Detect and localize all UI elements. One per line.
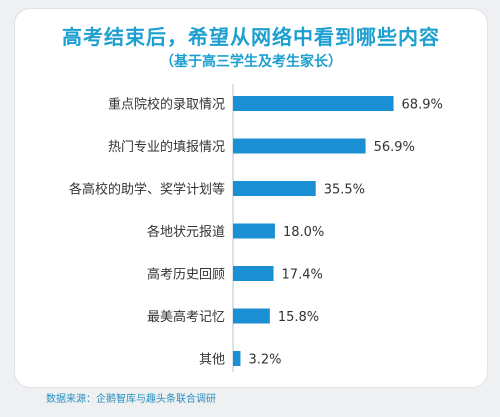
data-source-note: 数据来源：企鹅智库与趣头条联合调研 <box>46 394 216 405</box>
data-label: 56.9% <box>374 140 415 155</box>
data-label: 15.8% <box>278 310 319 325</box>
chart-title: 高考结束后，希望从网络中看到哪些内容 <box>62 25 440 49</box>
bar <box>233 266 274 281</box>
bar <box>233 138 366 154</box>
category-label: 热门专业的填报情况 <box>108 139 225 155</box>
category-label: 高考历史回顾 <box>147 267 225 283</box>
data-label: 68.9% <box>402 98 443 113</box>
data-label: 17.4% <box>282 268 323 283</box>
category-label: 各地状元报道 <box>147 224 225 240</box>
data-label: 3.2% <box>248 353 281 368</box>
data-label: 35.5% <box>324 183 365 198</box>
category-label: 各高校的助学、奖学计划等 <box>69 182 225 198</box>
category-label: 其他 <box>199 353 225 368</box>
category-label: 最美高考记忆 <box>147 309 225 325</box>
bar <box>233 96 394 111</box>
bar <box>233 181 316 196</box>
data-label: 18.0% <box>283 225 324 240</box>
bar <box>233 308 270 324</box>
bar <box>233 351 241 366</box>
category-label: 重点院校的录取情况 <box>108 97 225 113</box>
chart-card: 高考结束后，希望从网络中看到哪些内容 （基于高三学生及考生家长） <box>14 8 488 388</box>
chart-subtitle: （基于高三学生及考生家长） <box>160 54 342 70</box>
bar <box>233 223 275 239</box>
